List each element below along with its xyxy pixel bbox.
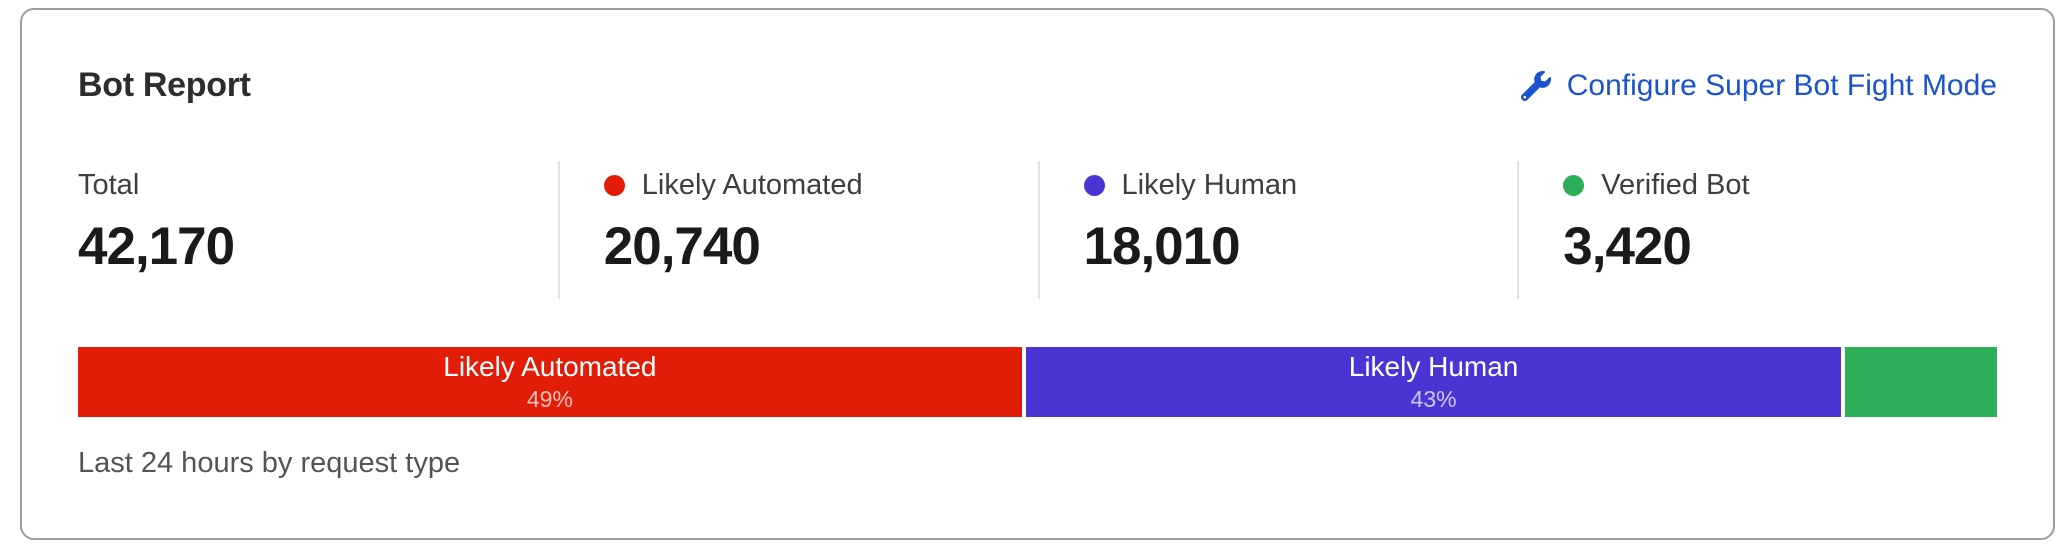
stat-value: 42,170: [78, 217, 235, 276]
bar-caption: Last 24 hours by request type: [78, 447, 461, 479]
bar-segment-verified-bot: [1841, 347, 1997, 417]
configure-link-label: Configure Super Bot Fight Mode: [1566, 68, 1997, 102]
stat-verified-bot: Verified Bot 3,420: [1517, 161, 1997, 299]
bar-segment-likely-human: Likely Human 43%: [1021, 347, 1842, 417]
bot-report-card: Bot Report Configure Super Bot Fight Mod…: [20, 8, 2055, 540]
bar-segment-percent: 49%: [526, 386, 573, 412]
stat-label: Total: [78, 168, 140, 201]
legend-dot-likely-human: [1083, 174, 1105, 196]
stat-value: 3,420: [1563, 217, 1692, 276]
stat-value: 20,740: [603, 217, 761, 276]
bar-segment-label: Likely Human: [1348, 351, 1519, 382]
distribution-bar: Likely Automated 49% Likely Human 43%: [78, 347, 1997, 417]
bar-segment-likely-automated: Likely Automated 49%: [78, 347, 1022, 417]
stat-label: Verified Bot: [1601, 168, 1750, 201]
card-title: Bot Report: [78, 66, 251, 104]
legend-dot-likely-automated: [603, 174, 625, 196]
bar-segment-label: Likely Automated: [443, 351, 657, 382]
stat-likely-automated: Likely Automated 20,740: [557, 161, 1038, 299]
stat-likely-human: Likely Human 18,010: [1037, 161, 1518, 299]
card-header: Bot Report Configure Super Bot Fight Mod…: [78, 66, 1997, 105]
bar-segment-percent: 43%: [1410, 386, 1457, 412]
configure-super-bot-fight-mode-link[interactable]: Configure Super Bot Fight Mode: [1520, 68, 1997, 103]
stats-row: Total 42,170 Likely Automated 20,740 Lik…: [78, 161, 1997, 299]
stat-label: Likely Automated: [641, 168, 863, 201]
stat-label: Likely Human: [1121, 168, 1298, 201]
stat-total: Total 42,170: [78, 161, 558, 299]
legend-dot-verified-bot: [1563, 174, 1585, 196]
stat-value: 18,010: [1083, 217, 1241, 276]
wrench-icon: [1520, 70, 1551, 101]
